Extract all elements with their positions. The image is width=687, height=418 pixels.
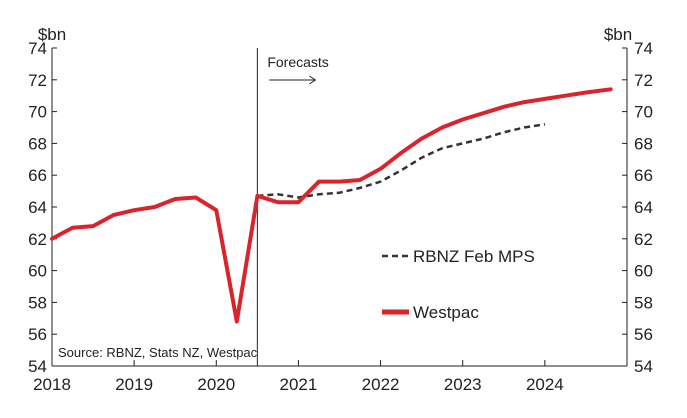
right-y-tick-label: 58 (634, 293, 653, 312)
right-y-tick-label: 56 (634, 325, 653, 344)
x-tick-label: 2018 (33, 375, 71, 394)
left-axis-unit: $bn (38, 25, 66, 44)
right-axis-unit: $bn (604, 25, 632, 44)
left-y-tick-label: 72 (28, 71, 47, 90)
right-y-tick-label: 64 (634, 198, 653, 217)
x-axis: 2018 2019 2020 2021 2022 2023 2024 (33, 360, 627, 394)
left-y-tick-label: 58 (28, 293, 47, 312)
right-y-tick-label: 70 (634, 103, 653, 122)
right-y-tick-label: 68 (634, 134, 653, 153)
right-y-tick-label: 54 (634, 357, 653, 376)
legend-item-rbnz: RBNZ Feb MPS (382, 247, 535, 266)
right-y-tick-label: 62 (634, 230, 653, 249)
left-y-tick-label: 70 (28, 103, 47, 122)
right-y-tick-label: 66 (634, 166, 653, 185)
series-line-rbnz (257, 123, 546, 199)
left-y-axis: 54 56 58 60 62 64 66 68 70 72 74 (28, 39, 57, 376)
forecast-marker: Forecasts (256, 48, 329, 366)
x-tick-label: 2020 (197, 375, 235, 394)
legend-label-westpac: Westpac (413, 303, 479, 322)
left-y-tick-label: 64 (28, 198, 47, 217)
x-tick-label: 2023 (444, 375, 482, 394)
right-y-axis: 54 56 58 60 62 64 66 68 70 72 74 (622, 39, 653, 376)
source-note: Source: RBNZ, Stats NZ, Westpac (58, 345, 258, 360)
x-tick-label: 2019 (115, 375, 153, 394)
series-layer (50, 87, 613, 324)
legend-label-rbnz: RBNZ Feb MPS (413, 247, 535, 266)
x-tick-label: 2021 (280, 375, 318, 394)
right-y-tick-label: 60 (634, 262, 653, 281)
legend-item-westpac: Westpac (382, 303, 479, 322)
right-y-tick-label: 72 (634, 71, 653, 90)
forecast-arrow-head (309, 75, 317, 85)
left-y-tick-label: 66 (28, 166, 47, 185)
left-y-tick-label: 54 (28, 357, 47, 376)
forecast-label: Forecasts (267, 54, 328, 70)
left-y-tick-label: 68 (28, 134, 47, 153)
forecast-arrow-icon (269, 75, 317, 85)
legend: RBNZ Feb MPS Westpac (382, 247, 535, 322)
left-y-tick-label: 60 (28, 262, 47, 281)
series-line-westpac (50, 87, 613, 324)
left-y-tick-label: 74 (28, 39, 47, 58)
right-y-tick-label: 74 (634, 39, 653, 58)
x-tick-label: 2022 (362, 375, 400, 394)
x-tick-label: 2024 (526, 375, 564, 394)
left-y-tick-label: 62 (28, 230, 47, 249)
left-y-tick-label: 56 (28, 325, 47, 344)
